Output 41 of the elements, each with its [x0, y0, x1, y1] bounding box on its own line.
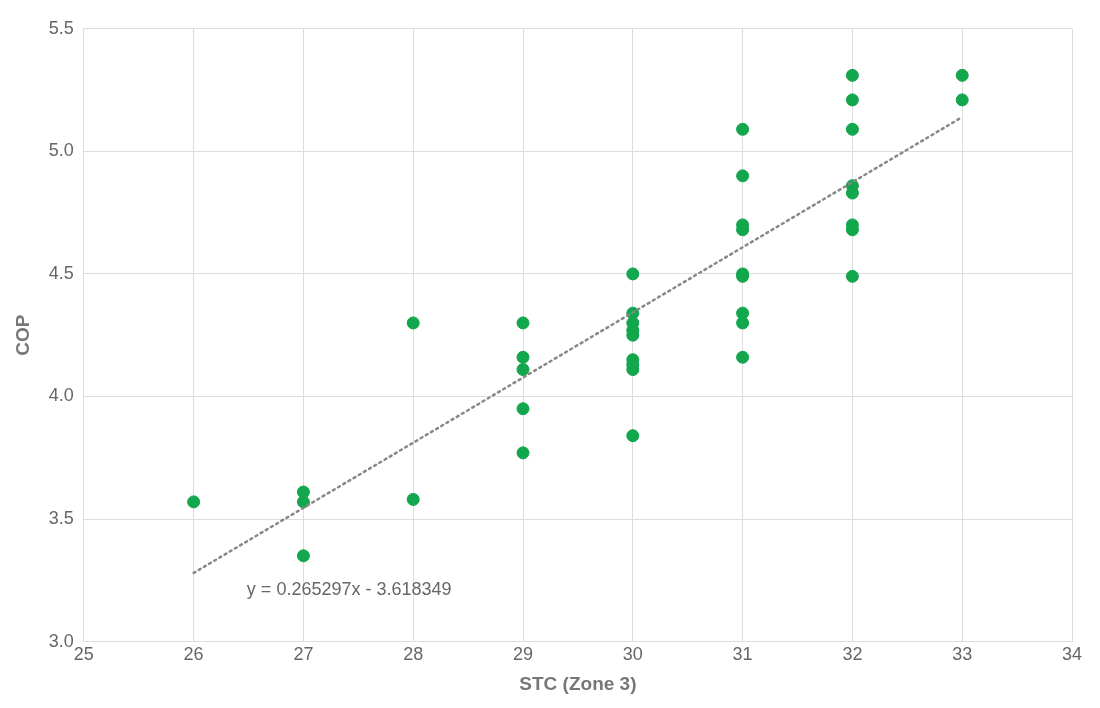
x-tick-label: 30 — [622, 644, 643, 665]
point — [845, 68, 859, 82]
point — [406, 316, 420, 330]
point — [845, 122, 859, 136]
x-tick-label: 33 — [952, 644, 973, 665]
point — [406, 492, 420, 506]
point — [296, 549, 310, 563]
point — [516, 446, 530, 460]
point — [187, 495, 201, 509]
x-tick-label: 26 — [183, 644, 204, 665]
x-tick-label: 29 — [513, 644, 534, 665]
x-tick-label: 27 — [293, 644, 314, 665]
x-axis-title: STC (Zone 3) — [519, 672, 637, 694]
y-tick-label: 3.5 — [48, 508, 74, 529]
point — [296, 495, 310, 509]
point — [845, 269, 859, 283]
x-tick-label: 32 — [842, 644, 863, 665]
x-tick-label: 28 — [403, 644, 424, 665]
y-tick-label: 3.0 — [48, 630, 74, 651]
y-tick-label: 4.5 — [48, 262, 74, 283]
x-tick-label: 25 — [73, 644, 94, 665]
point — [955, 93, 969, 107]
point — [736, 350, 750, 364]
point — [845, 93, 859, 107]
point — [626, 267, 640, 281]
x-tick-label: 31 — [732, 644, 753, 665]
point — [516, 350, 530, 364]
point — [516, 316, 530, 330]
point — [626, 429, 640, 443]
annotation: y = 0.265297x - 3.618349 — [246, 578, 452, 599]
point — [736, 122, 750, 136]
y-axis-title: COP — [11, 314, 33, 356]
y-tick-label: 5.5 — [48, 17, 74, 38]
y-tick-label: 4.0 — [48, 385, 74, 406]
y-tick-label: 5.0 — [48, 140, 74, 161]
x-tick-label: 34 — [1061, 644, 1083, 665]
point — [516, 363, 530, 377]
point — [736, 316, 750, 330]
point — [736, 169, 750, 183]
point — [955, 68, 969, 82]
point — [516, 402, 530, 416]
